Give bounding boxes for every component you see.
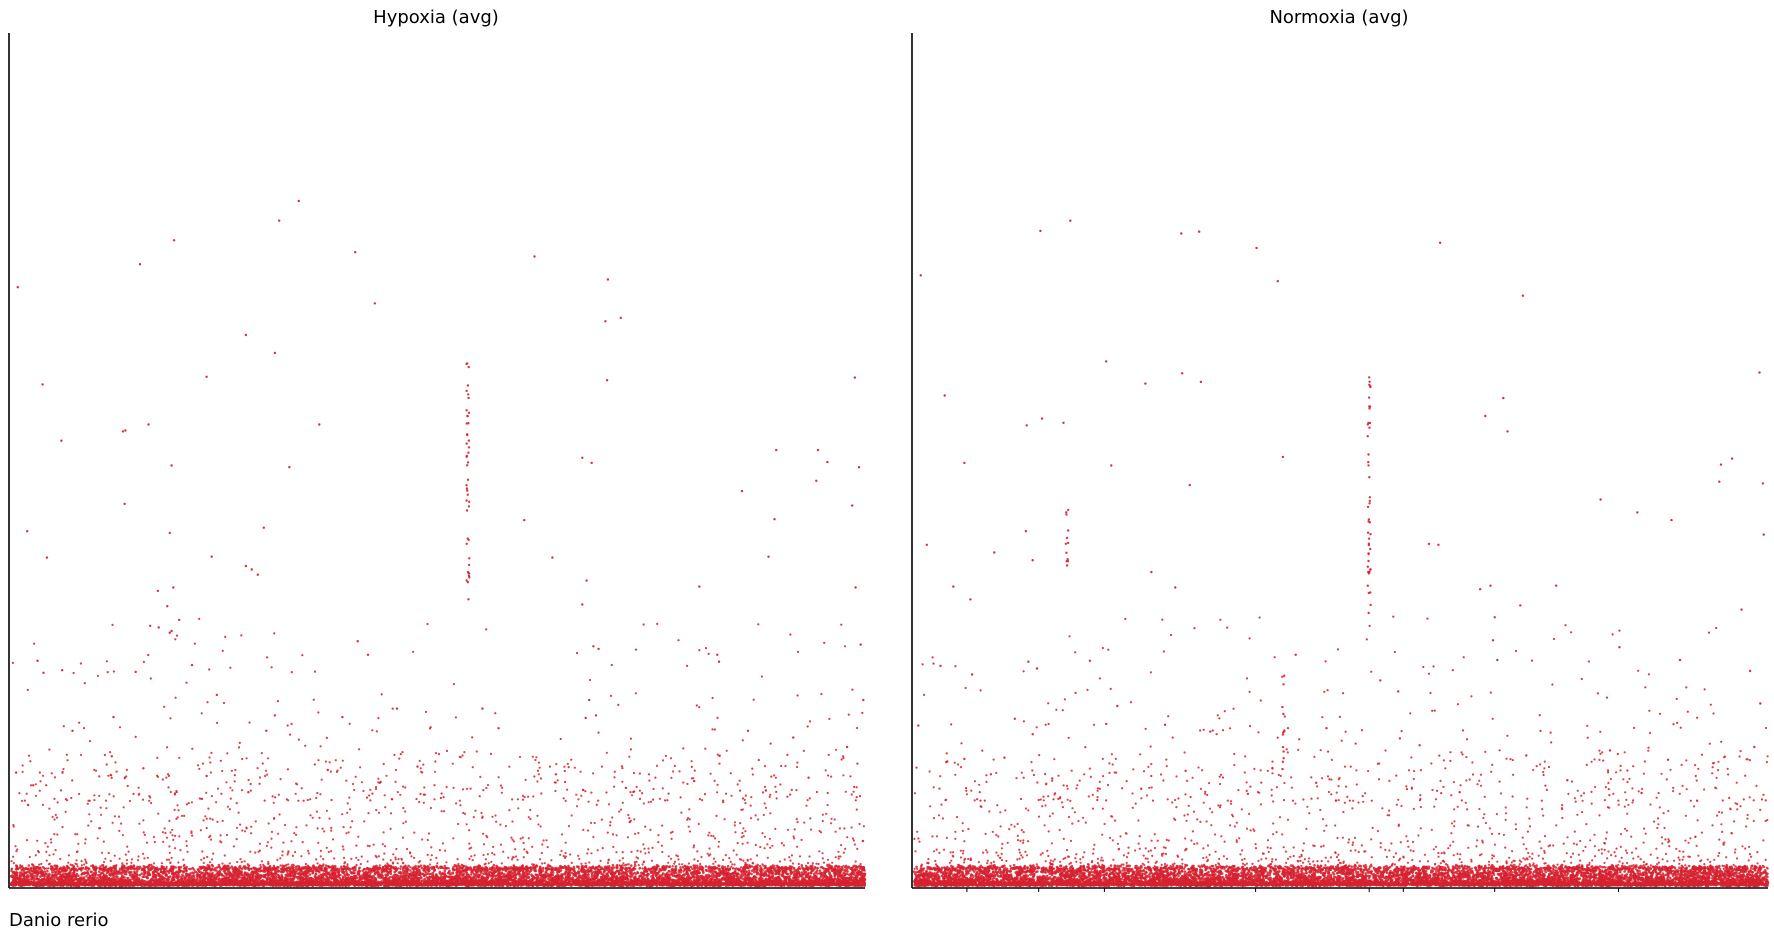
- data-point-baseline: [828, 871, 831, 874]
- data-point-baseline: [416, 865, 420, 868]
- data-point-baseline: [753, 870, 756, 874]
- data-point-baseline: [146, 872, 150, 875]
- data-point-baseline: [181, 873, 184, 877]
- data-point-baseline: [443, 864, 447, 868]
- data-point-baseline: [731, 867, 735, 870]
- data-point-baseline: [420, 866, 424, 870]
- data-point-baseline: [409, 869, 412, 872]
- data-point-baseline: [627, 870, 630, 873]
- data-point-baseline: [792, 870, 796, 874]
- hypoxia-panel-title: Hypoxia (avg): [373, 7, 499, 28]
- data-point-baseline: [85, 874, 88, 878]
- data-point-baseline: [561, 876, 565, 880]
- data-point-baseline: [10, 869, 13, 872]
- data-point-baseline: [470, 873, 473, 876]
- data-point-baseline: [73, 871, 76, 874]
- data-point-baseline: [560, 873, 563, 876]
- data-point-baseline: [586, 868, 590, 871]
- data-point-baseline: [146, 876, 149, 880]
- data-point-baseline: [211, 864, 215, 868]
- data-point-baseline: [322, 872, 325, 875]
- data-point-baseline: [308, 873, 312, 876]
- hypoxia-panel: Hypoxia (avg): [8, 7, 867, 889]
- data-point-baseline: [46, 869, 49, 873]
- hypoxia-points: [9, 199, 867, 888]
- data-point-baseline: [704, 865, 708, 868]
- data-point-baseline: [27, 864, 31, 867]
- data-point-baseline: [138, 873, 142, 877]
- data-point-baseline: [598, 884, 601, 887]
- data-point-baseline: [492, 863, 496, 867]
- data-point-baseline: [82, 876, 86, 879]
- data-point-baseline: [35, 877, 38, 881]
- data-point-baseline: [547, 877, 550, 881]
- data-point-baseline: [98, 873, 102, 877]
- data-point-baseline: [39, 875, 42, 878]
- data-point-baseline: [747, 869, 751, 872]
- data-point-baseline: [192, 868, 196, 871]
- data-point-baseline: [750, 865, 754, 868]
- data-point-baseline: [745, 870, 748, 874]
- data-point-baseline: [818, 869, 822, 872]
- data-point-baseline: [679, 868, 683, 871]
- data-point-baseline: [679, 866, 682, 869]
- data-point-baseline: [98, 870, 101, 873]
- data-point-baseline: [705, 869, 708, 872]
- data-point-baseline: [124, 872, 128, 876]
- data-point-baseline: [276, 870, 280, 873]
- data-point-baseline: [582, 873, 585, 876]
- data-point-baseline: [89, 870, 93, 873]
- data-point-baseline: [592, 870, 595, 874]
- data-point-baseline: [630, 864, 633, 867]
- data-point-baseline: [709, 871, 713, 874]
- data-point-baseline: [43, 870, 47, 873]
- data-point-baseline: [495, 864, 498, 868]
- data-point-baseline: [726, 864, 730, 868]
- data-point-baseline: [602, 870, 606, 874]
- data-point-baseline: [589, 869, 592, 873]
- data-point-baseline: [388, 876, 392, 879]
